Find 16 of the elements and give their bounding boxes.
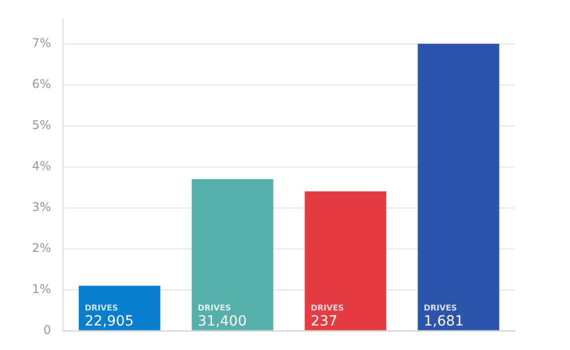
y-tick-label: 5% — [32, 118, 52, 132]
annotation: DRIVES 22,905 — [84, 303, 134, 330]
annotation: DRIVES 237 — [310, 303, 344, 330]
y-tick-label: 7% — [32, 36, 52, 50]
bar — [78, 286, 160, 330]
y-tick-label: 6% — [32, 76, 52, 91]
annotation: DRIVES 31,400 — [198, 303, 247, 330]
y-tick-label: 1% — [32, 282, 52, 296]
bar — [192, 179, 274, 330]
y-tick-label: 3% — [32, 200, 52, 214]
annotation: DRIVES 1,681 — [424, 303, 464, 330]
bar — [418, 44, 500, 330]
y-tick-label: 2% — [32, 240, 52, 255]
bar — [304, 191, 386, 330]
y-tick-label: 4% — [32, 158, 52, 173]
y-tick-label: 0 — [43, 322, 52, 337]
